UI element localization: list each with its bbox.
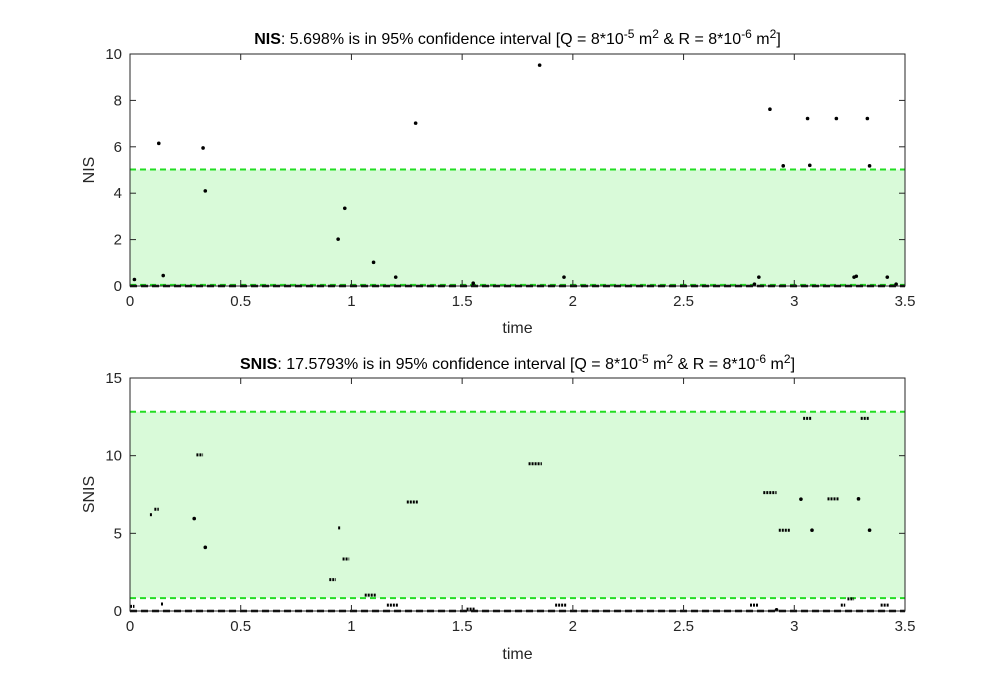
x-tick-label: 0 bbox=[126, 293, 134, 310]
x-tick-label: 1.5 bbox=[452, 293, 473, 310]
data-point bbox=[537, 63, 542, 67]
data-point bbox=[203, 545, 208, 550]
y-tick-label: 0 bbox=[114, 278, 122, 295]
data-point bbox=[156, 141, 161, 146]
x-tick-label: 0.5 bbox=[230, 618, 251, 635]
title-text-part: : 17.5793% is in 95% confidence interval… bbox=[277, 356, 638, 373]
y-tick-label: 2 bbox=[114, 232, 122, 249]
x-tick-label: 3.5 bbox=[895, 618, 916, 635]
data-point bbox=[867, 164, 872, 168]
x-tick-label: 3 bbox=[790, 618, 798, 635]
title-superscript: -5 bbox=[624, 27, 635, 41]
data-point bbox=[894, 282, 898, 286]
y-tick-label: 8 bbox=[114, 92, 122, 109]
data-point bbox=[201, 146, 205, 150]
chart-title: NIS: 5.698% is in 95% confidence interva… bbox=[254, 27, 781, 48]
title-superscript: -6 bbox=[741, 27, 752, 41]
title-text-part: : 5.698% is in 95% confidence interval [… bbox=[281, 31, 624, 48]
x-tick-label: 2.5 bbox=[673, 618, 694, 635]
data-point bbox=[781, 164, 786, 168]
title-superscript: 2 bbox=[666, 352, 673, 366]
data-point bbox=[865, 116, 870, 121]
data-point bbox=[854, 274, 859, 279]
x-tick-label: 1.5 bbox=[452, 618, 473, 635]
x-tick-label: 0 bbox=[126, 618, 134, 635]
y-axis-label: SNIS bbox=[81, 476, 98, 513]
y-tick-label: 10 bbox=[105, 46, 122, 63]
y-tick-label: 5 bbox=[114, 525, 122, 542]
data-point bbox=[161, 273, 166, 278]
data-point bbox=[413, 121, 418, 125]
data-point bbox=[203, 189, 208, 193]
y-tick-label: 0 bbox=[114, 603, 122, 620]
data-point bbox=[805, 116, 810, 121]
x-tick-label: 2 bbox=[569, 293, 577, 310]
title-text-part: ] bbox=[791, 356, 795, 373]
title-text-part: & R = 8*10 bbox=[659, 31, 741, 48]
x-tick-label: 2.5 bbox=[673, 293, 694, 310]
title-text-part: & R = 8*10 bbox=[673, 356, 755, 373]
confidence-band bbox=[130, 411, 905, 599]
x-tick-label: 1 bbox=[347, 293, 355, 310]
x-axis-label: time bbox=[502, 646, 532, 663]
y-tick-label: 10 bbox=[105, 448, 122, 465]
chart-title: SNIS: 17.5793% is in 95% confidence inte… bbox=[240, 352, 795, 373]
data-point bbox=[768, 107, 772, 112]
data-point bbox=[393, 275, 398, 279]
x-tick-label: 1 bbox=[347, 618, 355, 635]
title-superscript: 2 bbox=[770, 27, 777, 41]
axes-box bbox=[129, 53, 906, 287]
data-point bbox=[810, 528, 814, 533]
data-point bbox=[371, 260, 376, 265]
data-point bbox=[192, 516, 197, 521]
title-text-part: m bbox=[649, 356, 667, 373]
title-metric: SNIS bbox=[240, 356, 278, 373]
data-point bbox=[336, 237, 340, 241]
data-point bbox=[807, 163, 812, 168]
confidence-band bbox=[130, 169, 905, 285]
data-point bbox=[562, 275, 566, 279]
data-point bbox=[471, 281, 476, 286]
data-point bbox=[752, 282, 757, 286]
y-axis-label: NIS bbox=[81, 157, 98, 184]
data-point bbox=[342, 206, 347, 211]
data-point bbox=[799, 497, 803, 501]
x-tick-label: 3.5 bbox=[895, 293, 916, 310]
title-text-part: m bbox=[634, 31, 652, 48]
y-tick-label: 6 bbox=[114, 139, 122, 156]
title-metric: NIS bbox=[254, 31, 281, 48]
x-axis-label: time bbox=[502, 320, 532, 337]
x-tick-label: 3 bbox=[790, 293, 798, 310]
title-superscript: -5 bbox=[638, 352, 649, 366]
data-point bbox=[132, 277, 137, 282]
y-tick-label: 4 bbox=[114, 185, 122, 202]
title-superscript: 2 bbox=[784, 352, 791, 366]
title-text-part: m bbox=[752, 31, 770, 48]
title-superscript: 2 bbox=[652, 27, 659, 41]
x-tick-label: 0.5 bbox=[230, 293, 251, 310]
title-text-part: m bbox=[766, 356, 784, 373]
data-point bbox=[757, 275, 761, 279]
data-point bbox=[856, 497, 861, 501]
y-tick-label: 15 bbox=[105, 370, 122, 387]
data-point bbox=[885, 275, 890, 279]
x-tick-label: 2 bbox=[569, 618, 577, 635]
title-superscript: -6 bbox=[755, 352, 766, 366]
data-point bbox=[867, 528, 872, 533]
data-point bbox=[834, 116, 839, 121]
title-text-part: ] bbox=[776, 31, 780, 48]
axes-box bbox=[129, 377, 906, 612]
